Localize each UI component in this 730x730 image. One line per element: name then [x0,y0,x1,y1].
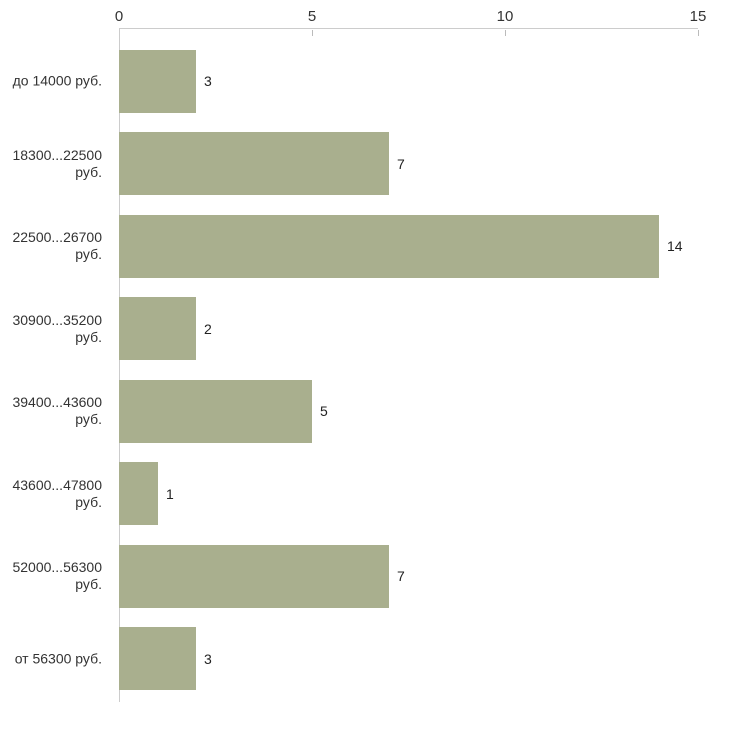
bar-row-2: 22500...26700 руб. 14 [0,205,730,288]
value-label-7: 3 [204,651,212,667]
value-label-3: 2 [204,321,212,337]
value-label-5: 1 [166,486,174,502]
bar-row-4: 39400...43600 руб. 5 [0,370,730,453]
bar-chart-container: 0 5 10 15 до 14000 руб. 3 18300...22500 … [0,0,730,730]
bar-row-7: от 56300 руб. 3 [0,618,730,701]
x-tick-2: 10 [497,8,514,25]
bar-row-1: 18300...22500 руб. 7 [0,123,730,206]
x-tick-3: 15 [690,8,707,25]
value-label-4: 5 [320,403,328,419]
plot-area: до 14000 руб. 3 18300...22500 руб. 7 225… [0,40,730,700]
category-label-1: 18300...22500 руб. [0,147,110,181]
x-tick-0: 0 [115,8,123,25]
bar-row-0: до 14000 руб. 3 [0,40,730,123]
value-label-1: 7 [397,156,405,172]
x-tick-1: 5 [308,8,316,25]
bar-7[interactable] [119,627,196,690]
value-label-6: 7 [397,568,405,584]
category-label-3: 30900...35200 руб. [0,312,110,346]
bar-0[interactable] [119,50,196,113]
category-label-2: 22500...26700 руб. [0,229,110,263]
bar-6[interactable] [119,545,389,608]
category-label-5: 43600...47800 руб. [0,477,110,511]
bar-row-5: 43600...47800 руб. 1 [0,453,730,536]
bar-row-3: 30900...35200 руб. 2 [0,288,730,371]
bar-5[interactable] [119,462,158,525]
value-label-0: 3 [204,73,212,89]
bar-row-6: 52000...56300 руб. 7 [0,535,730,618]
bar-3[interactable] [119,297,196,360]
x-tick-mark-1 [312,30,313,36]
category-label-4: 39400...43600 руб. [0,394,110,428]
x-axis-line [119,28,698,29]
x-tick-mark-3 [698,30,699,36]
category-label-7: от 56300 руб. [0,650,110,667]
bar-4[interactable] [119,380,312,443]
value-label-2: 14 [667,238,683,254]
category-label-0: до 14000 руб. [0,73,110,90]
bar-2[interactable] [119,215,659,278]
x-axis: 0 5 10 15 [0,8,730,28]
x-tick-mark-2 [505,30,506,36]
bar-1[interactable] [119,132,389,195]
category-label-6: 52000...56300 руб. [0,559,110,593]
